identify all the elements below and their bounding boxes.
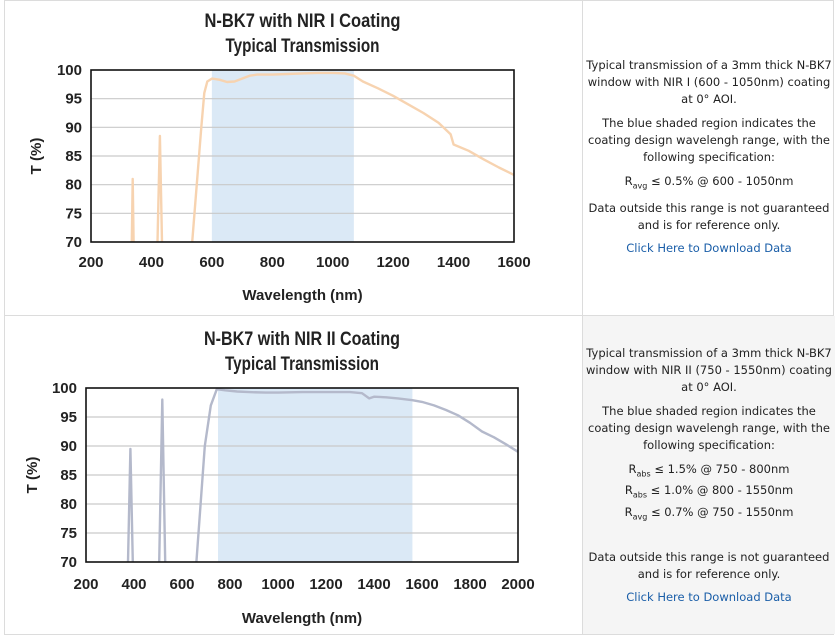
x-tick-label: 1600	[405, 576, 438, 593]
x-axis-label: Wavelength (nm)	[242, 287, 362, 304]
info-panel: Typical transmission of a 3mm thick N-BK…	[582, 316, 835, 634]
plot-frame	[85, 387, 519, 563]
spec-line: Ravg ≤ 0.5% @ 600 - 1050nm	[583, 173, 835, 194]
shade-explanation-text: The blue shaded region indicates the coa…	[588, 404, 830, 452]
disclaimer-text: Data outside this range is not guarantee…	[588, 549, 830, 581]
transmission-line	[156, 134, 164, 243]
y-tick-label: 90	[65, 119, 82, 136]
chart-title: Typical Transmission	[225, 354, 379, 375]
spec-subscript: avg	[632, 511, 648, 521]
y-tick-label: 70	[60, 554, 77, 571]
spec-symbol: R	[628, 462, 637, 476]
x-tick-label: 600	[169, 576, 194, 593]
chart-title: N-BK7 with NIR I Coating	[205, 11, 401, 32]
x-tick-label: 1800	[453, 576, 486, 593]
chart-panel-nir1: N-BK7 with NIR I Coating Typical Transmis…	[4, 0, 834, 316]
spec-list: Ravg ≤ 0.5% @ 600 - 1050nm	[583, 173, 835, 194]
y-tick-label: 85	[60, 467, 77, 484]
x-tick-label: 1600	[497, 254, 530, 271]
x-tick-label: 1200	[376, 254, 409, 271]
description-text: Typical transmission of a 3mm thick N-BK…	[586, 346, 832, 394]
y-axis-label: T (%)	[24, 457, 41, 494]
y-tick-label: 95	[65, 91, 82, 108]
spec-text: ≤ 0.5% @ 600 - 1050nm	[650, 174, 794, 188]
spec-line: Rabs ≤ 1.0% @ 800 - 1550nm	[583, 482, 835, 503]
y-tick-label: 80	[65, 177, 82, 194]
x-tick-label: 200	[73, 576, 98, 593]
x-tick-label: 400	[121, 576, 146, 593]
y-tick-label: 100	[52, 380, 77, 397]
y-tick-label: 95	[60, 409, 77, 426]
x-tick-label: 1400	[357, 576, 390, 593]
x-tick-label: 600	[199, 254, 224, 271]
x-tick-label: 200	[78, 254, 103, 271]
spec-subscript: avg	[632, 181, 648, 191]
transmission-line	[158, 398, 167, 563]
y-tick-label: 70	[65, 234, 82, 251]
chart-panel-nir2: N-BK7 with NIR II Coating Typical Transmi…	[4, 315, 835, 635]
x-tick-label: 1400	[437, 254, 470, 271]
x-tick-label: 800	[260, 254, 285, 271]
spec-line: Ravg ≤ 0.7% @ 750 - 1550nm	[583, 504, 835, 525]
spec-symbol: R	[624, 174, 633, 188]
download-data-link[interactable]: Click Here to Download Data	[626, 241, 792, 256]
x-tick-label: 1000	[261, 576, 294, 593]
spec-symbol: R	[624, 483, 633, 498]
spec-line: Rabs ≤ 1.5% @ 750 - 800nm	[583, 461, 835, 482]
x-tick-label: 1000	[316, 254, 349, 271]
chart-svg: N-BK7 with NIR II Coating Typical Transmi…	[24, 329, 535, 627]
x-tick-label: 1200	[309, 576, 342, 593]
download-data-link[interactable]: Click Here to Download Data	[626, 589, 792, 604]
y-tick-label: 75	[60, 525, 77, 542]
y-tick-label: 90	[60, 438, 77, 455]
info-panel: Typical transmission of a 3mm thick N-BK…	[582, 1, 835, 315]
chart-title: N-BK7 with NIR II Coating	[204, 329, 400, 350]
spec-text: ≤ 1.0% @ 800 - 1550nm	[650, 483, 794, 498]
shade-explanation-text: The blue shaded region indicates the coa…	[588, 116, 830, 164]
chart-svg: N-BK7 with NIR I Coating Typical Transmis…	[28, 11, 531, 304]
y-tick-label: 75	[65, 205, 82, 222]
spec-subscript: abs	[632, 490, 647, 500]
plot-frame	[90, 69, 515, 243]
spec-list: Rabs ≤ 1.5% @ 750 - 800nm Rabs ≤ 1.0% @ …	[583, 461, 835, 525]
transmission-line	[191, 71, 515, 243]
transmission-line	[130, 177, 135, 243]
chart-area: N-BK7 with NIR II Coating Typical Transmi…	[5, 316, 582, 634]
spec-text: ≤ 0.7% @ 750 - 1550nm	[650, 504, 794, 519]
x-tick-label: 400	[139, 254, 164, 271]
transmission-line	[126, 447, 134, 563]
x-axis-label: Wavelength (nm)	[242, 610, 362, 627]
spec-text: ≤ 1.5% @ 750 - 800nm	[654, 462, 790, 476]
y-tick-label: 100	[57, 62, 82, 79]
y-axis-label: T (%)	[28, 138, 45, 175]
chart-title: Typical Transmission	[226, 36, 380, 57]
y-tick-label: 80	[60, 496, 77, 513]
spec-symbol: R	[624, 504, 633, 519]
transmission-line	[195, 388, 519, 563]
x-tick-label: 800	[217, 576, 242, 593]
y-tick-label: 85	[65, 148, 82, 165]
chart-area: N-BK7 with NIR I Coating Typical Transmis…	[5, 1, 582, 315]
x-tick-label: 2000	[501, 576, 534, 593]
disclaimer-text: Data outside this range is not guarantee…	[588, 201, 830, 233]
spec-subscript: abs	[636, 469, 651, 479]
description-text: Typical transmission of a 3mm thick N-BK…	[586, 58, 832, 106]
